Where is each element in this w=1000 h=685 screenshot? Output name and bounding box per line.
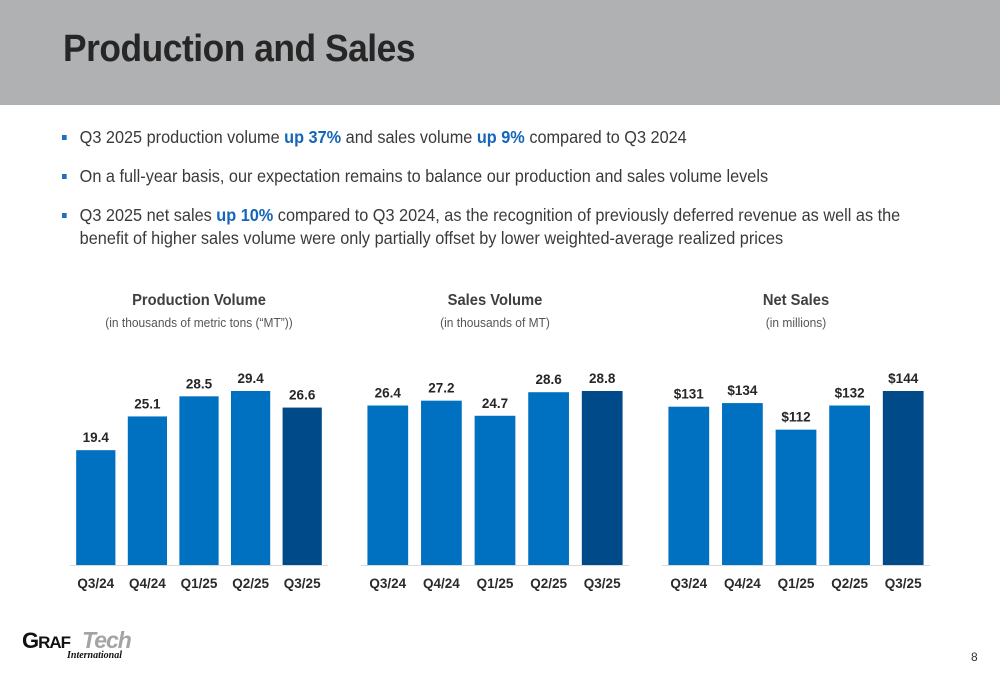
bar-q3-24 bbox=[668, 406, 710, 565]
bullet-item: Q3 2025 production volume up 37% and sal… bbox=[62, 126, 927, 149]
bar-q3-24 bbox=[367, 405, 409, 565]
bar-q2-25 bbox=[528, 392, 569, 565]
logo-international-text: International bbox=[67, 650, 123, 661]
bullet-marker-icon bbox=[62, 174, 67, 179]
bar-chart-svg: 26.4 Q3/24 27.2 Q4/24 24.7 Q1/25 28.6 Q2/25 28.8… bbox=[361, 371, 629, 591]
bullet-text-run: compared to Q3 2024, as the recognition … bbox=[79, 205, 901, 248]
bar-q3-25 bbox=[581, 391, 623, 565]
bar-chart-svg: 19.4 Q3/24 25.1 Q4/24 28.5 Q1/25 29.4 Q2/25 26.6… bbox=[70, 371, 328, 591]
bar-q3-25 bbox=[882, 391, 924, 565]
bullet-list: Q3 2025 production volume up 37% and sal… bbox=[62, 126, 942, 266]
bullet-text-run: and sales volume bbox=[341, 127, 477, 147]
bullet-text-run: On a full-year basis, our expectation re… bbox=[79, 166, 769, 186]
bullet-text-run: Q3 2025 production volume bbox=[79, 127, 285, 147]
category-tick-label: Q3/24 bbox=[369, 576, 406, 591]
highlight-text: up 9% bbox=[476, 127, 525, 147]
logo-graf-text: GRAF bbox=[22, 628, 71, 653]
header-band bbox=[0, 0, 1000, 105]
bar-value-label: 28.8 bbox=[589, 371, 616, 386]
bullet-text-run: Q3 2025 net sales bbox=[79, 205, 217, 225]
category-tick-label: Q2/25 bbox=[232, 576, 269, 591]
bar-value-label: 28.5 bbox=[186, 376, 213, 391]
bar-q3-24 bbox=[76, 450, 116, 565]
highlight-text: up 10% bbox=[216, 205, 274, 225]
bar-q4-24 bbox=[722, 403, 763, 565]
bar-value-label: 24.7 bbox=[482, 396, 508, 411]
logo-tech-text: Tech bbox=[82, 627, 132, 653]
category-tick-label: Q4/24 bbox=[129, 576, 166, 591]
bullet-item: Q3 2025 net sales up 10% compared to Q3 … bbox=[62, 204, 927, 250]
page-title: Production and Sales bbox=[63, 28, 416, 70]
bar-value-label: 29.4 bbox=[237, 371, 264, 386]
bullet-text: Q3 2025 production volume up 37% and sal… bbox=[80, 127, 687, 147]
bar-value-label: 25.1 bbox=[134, 396, 161, 411]
category-tick-label: Q4/24 bbox=[423, 576, 460, 591]
chart-title: Net Sales bbox=[762, 292, 830, 309]
bar-value-label: 28.6 bbox=[535, 372, 562, 387]
bar-value-label: 19.4 bbox=[83, 430, 110, 445]
bar-value-label: 27.2 bbox=[428, 381, 454, 396]
chart-title: Sales Volume bbox=[447, 292, 543, 309]
category-tick-label: Q3/24 bbox=[77, 576, 114, 591]
bullet-text: On a full-year basis, our expectation re… bbox=[80, 166, 768, 186]
chart-subtitle: (in thousands of metric tons (“MT”)) bbox=[105, 315, 293, 330]
highlight-text: up 37% bbox=[284, 127, 342, 147]
bar-chart-svg: $131 Q3/24 $134 Q4/24 $112 Q1/25 $132 Q2/25 $144… bbox=[662, 371, 930, 591]
bullet-item: On a full-year basis, our expectation re… bbox=[62, 165, 927, 188]
bar-value-label: 26.4 bbox=[375, 386, 402, 401]
chart-subtitle: (in thousands of MT) bbox=[440, 315, 550, 330]
category-tick-label: Q1/25 bbox=[778, 576, 815, 591]
bar-q2-25 bbox=[230, 391, 271, 565]
category-tick-label: Q3/25 bbox=[885, 576, 922, 591]
bar-value-label: $112 bbox=[781, 410, 810, 425]
chart-net-sales: Net Sales (in millions) $131 Q3/24 $134 Q4/… bbox=[662, 292, 930, 592]
bar-value-label: 26.6 bbox=[289, 388, 316, 403]
chart-title: Production Volume bbox=[132, 292, 266, 309]
graftech-logo: GRAF Tech International bbox=[22, 627, 132, 664]
bullet-marker-icon bbox=[62, 135, 67, 140]
category-tick-label: Q2/25 bbox=[530, 576, 567, 591]
bullet-text-run: compared to Q3 2024 bbox=[524, 127, 687, 147]
bullet-marker-icon bbox=[62, 213, 67, 218]
bar-q1-25 bbox=[474, 415, 516, 565]
bar-value-label: $144 bbox=[888, 371, 919, 386]
bar-value-label: $131 bbox=[674, 387, 705, 402]
chart-sales-volume: Sales Volume (in thousands of MT) 26.4 Q3… bbox=[361, 292, 629, 592]
bullet-text: Q3 2025 net sales up 10% compared to Q3 … bbox=[80, 205, 901, 248]
category-tick-label: Q1/25 bbox=[477, 576, 514, 591]
category-tick-label: Q4/24 bbox=[724, 576, 761, 591]
category-tick-label: Q3/24 bbox=[670, 576, 707, 591]
category-tick-label: Q2/25 bbox=[831, 576, 868, 591]
bar-q1-25 bbox=[775, 429, 817, 565]
bar-q1-25 bbox=[179, 396, 219, 565]
bar-value-label: $132 bbox=[835, 386, 865, 401]
category-tick-label: Q1/25 bbox=[181, 576, 218, 591]
bar-value-label: $134 bbox=[727, 383, 758, 398]
page-number: 8 bbox=[971, 650, 978, 664]
category-tick-label: Q3/25 bbox=[584, 576, 621, 591]
bar-q4-24 bbox=[421, 400, 462, 565]
chart-subtitle: (in millions) bbox=[765, 315, 827, 330]
bar-q2-25 bbox=[829, 405, 870, 565]
bar-q3-25 bbox=[282, 407, 322, 565]
chart-production-volume: Production Volume (in thousands of metri… bbox=[70, 292, 328, 592]
category-tick-label: Q3/25 bbox=[284, 576, 321, 591]
bar-q4-24 bbox=[127, 416, 168, 565]
